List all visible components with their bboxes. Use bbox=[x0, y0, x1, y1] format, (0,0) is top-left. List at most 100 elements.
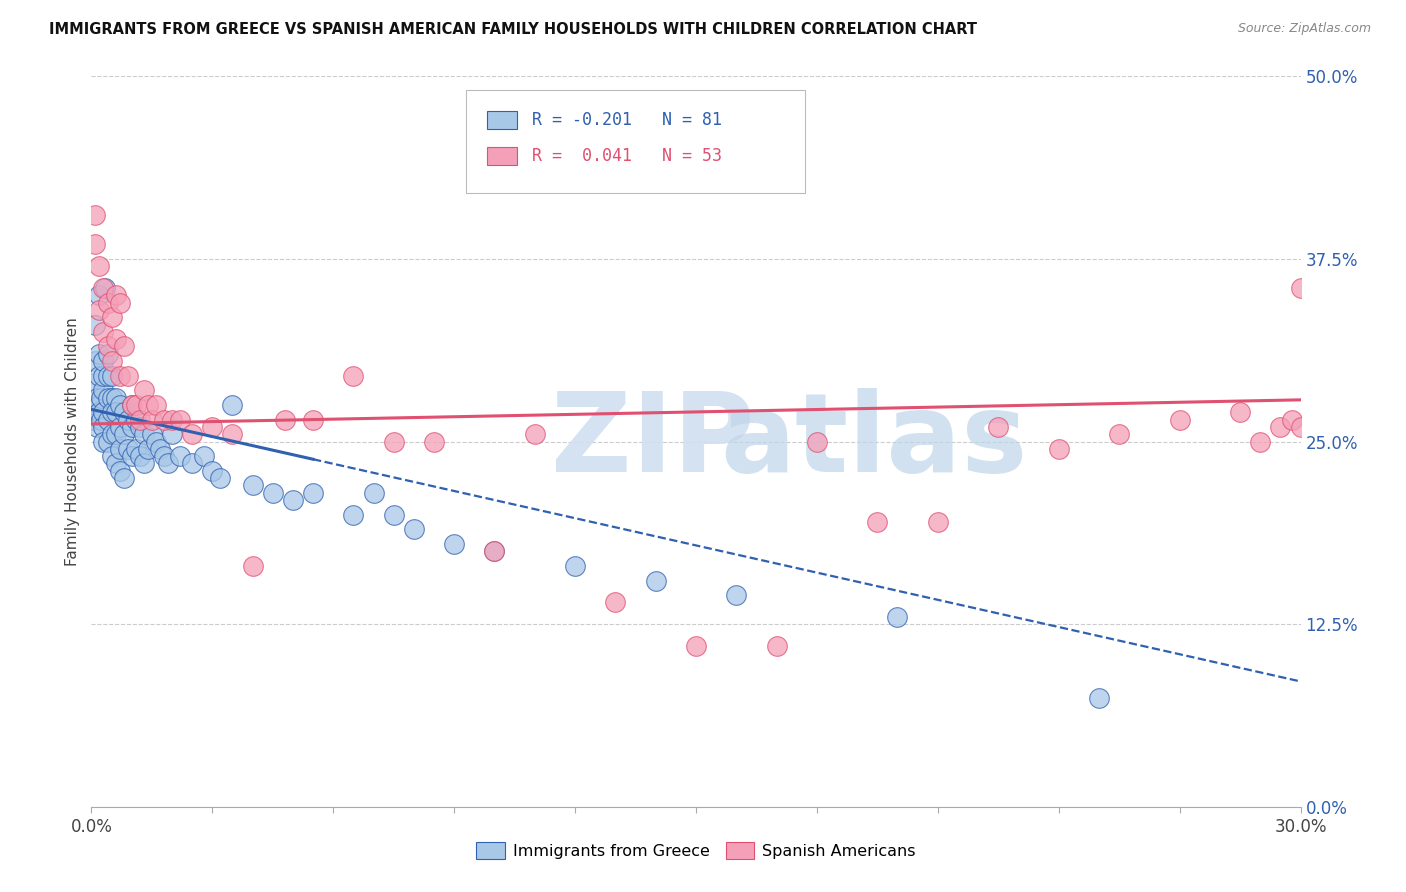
Point bbox=[104, 332, 127, 346]
Point bbox=[104, 391, 127, 405]
Point bbox=[93, 420, 115, 434]
Point bbox=[221, 398, 243, 412]
Point bbox=[89, 405, 111, 419]
Point bbox=[100, 310, 122, 325]
Point bbox=[153, 412, 176, 426]
Point bbox=[149, 442, 172, 456]
Point bbox=[342, 368, 364, 383]
Point bbox=[96, 412, 118, 426]
Point bbox=[132, 457, 155, 471]
Text: ZIP: ZIP bbox=[551, 388, 754, 495]
Point bbox=[100, 427, 122, 442]
Point bbox=[96, 339, 118, 353]
Point bbox=[128, 420, 150, 434]
Point bbox=[274, 412, 297, 426]
Point bbox=[104, 427, 127, 442]
Point bbox=[363, 485, 385, 500]
Point bbox=[96, 347, 118, 361]
Point bbox=[765, 640, 787, 654]
Point bbox=[96, 434, 118, 449]
Point bbox=[108, 295, 131, 310]
Point bbox=[1289, 281, 1312, 295]
Point bbox=[181, 427, 204, 442]
Point bbox=[104, 457, 127, 471]
Legend: Immigrants from Greece, Spanish Americans: Immigrants from Greece, Spanish American… bbox=[470, 836, 922, 865]
Point bbox=[84, 208, 107, 222]
Point bbox=[117, 412, 139, 426]
Point bbox=[169, 449, 191, 463]
Point bbox=[1281, 412, 1303, 426]
Point bbox=[104, 405, 127, 419]
Point bbox=[93, 434, 115, 449]
Point bbox=[302, 412, 325, 426]
Point bbox=[93, 405, 115, 419]
Point bbox=[96, 295, 118, 310]
Point bbox=[90, 391, 112, 405]
Text: IMMIGRANTS FROM GREECE VS SPANISH AMERICAN FAMILY HOUSEHOLDS WITH CHILDREN CORRE: IMMIGRANTS FROM GREECE VS SPANISH AMERIC… bbox=[49, 22, 977, 37]
Point bbox=[108, 464, 131, 478]
Point bbox=[108, 420, 131, 434]
Bar bbox=[486, 111, 517, 128]
Y-axis label: Family Households with Children: Family Households with Children bbox=[65, 318, 80, 566]
Point bbox=[725, 588, 748, 602]
Point bbox=[160, 427, 183, 442]
Point bbox=[484, 544, 506, 558]
Point bbox=[262, 485, 284, 500]
Point bbox=[1088, 690, 1111, 705]
Point bbox=[564, 558, 586, 573]
Point bbox=[117, 442, 139, 456]
Point bbox=[145, 398, 167, 412]
Point bbox=[128, 449, 150, 463]
Point bbox=[382, 508, 405, 522]
Point bbox=[145, 434, 167, 449]
Point bbox=[1168, 412, 1191, 426]
Point bbox=[169, 412, 191, 426]
Point bbox=[281, 493, 304, 508]
Point bbox=[987, 420, 1010, 434]
Point bbox=[84, 318, 107, 332]
Point bbox=[242, 478, 264, 492]
Point bbox=[121, 449, 143, 463]
Point bbox=[117, 368, 139, 383]
Point bbox=[685, 640, 707, 654]
Point bbox=[93, 325, 115, 339]
Point bbox=[132, 427, 155, 442]
Point bbox=[523, 427, 546, 442]
Point bbox=[402, 522, 425, 536]
Bar bbox=[486, 147, 517, 165]
Point bbox=[866, 515, 889, 529]
Point bbox=[90, 412, 112, 426]
Point bbox=[89, 347, 111, 361]
Point bbox=[1249, 434, 1271, 449]
Point bbox=[181, 457, 204, 471]
Point bbox=[93, 368, 115, 383]
Point bbox=[201, 464, 224, 478]
Point bbox=[1289, 420, 1312, 434]
Point bbox=[141, 427, 163, 442]
Point bbox=[89, 259, 111, 273]
Point bbox=[193, 449, 215, 463]
Point bbox=[1229, 405, 1251, 419]
Point bbox=[108, 368, 131, 383]
Point bbox=[89, 398, 111, 412]
Point bbox=[644, 574, 666, 588]
Point bbox=[342, 508, 364, 522]
Text: R =  0.041   N = 53: R = 0.041 N = 53 bbox=[531, 147, 721, 165]
Point bbox=[94, 281, 117, 295]
FancyBboxPatch shape bbox=[467, 90, 804, 193]
Point bbox=[125, 398, 148, 412]
Point bbox=[100, 405, 122, 419]
Point bbox=[128, 412, 150, 426]
Point bbox=[132, 384, 155, 398]
Point bbox=[136, 398, 159, 412]
Point bbox=[302, 485, 325, 500]
Point bbox=[201, 420, 224, 434]
Text: Source: ZipAtlas.com: Source: ZipAtlas.com bbox=[1237, 22, 1371, 36]
Point bbox=[100, 391, 122, 405]
Point bbox=[93, 354, 115, 368]
Point bbox=[121, 398, 143, 412]
Point bbox=[221, 427, 243, 442]
Point bbox=[96, 368, 118, 383]
Point bbox=[242, 558, 264, 573]
Point bbox=[209, 471, 232, 485]
